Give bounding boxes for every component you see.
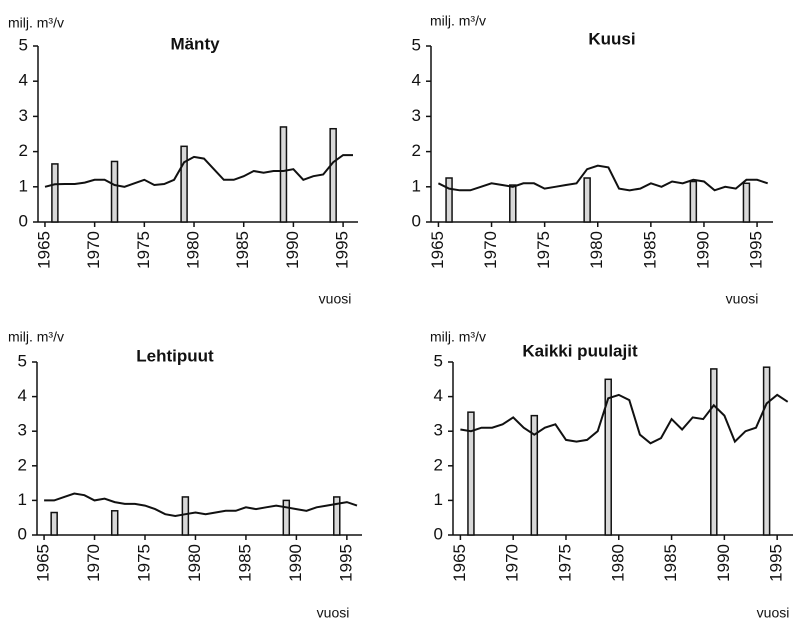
y-tick-label: 1	[18, 490, 27, 509]
y-tick-label: 3	[18, 421, 27, 440]
bar	[110, 160, 119, 223]
bar	[279, 126, 288, 223]
x-tick-label: 1990	[283, 231, 302, 269]
x-tick-label: 1975	[534, 231, 553, 269]
x-tick-label: 1975	[134, 544, 153, 582]
bar	[583, 177, 591, 223]
x-tick-label: 1995	[747, 231, 766, 269]
chart-title: Mänty	[170, 34, 220, 53]
x-tick-label: 1990	[714, 544, 733, 582]
x-tick-label: 1965	[428, 231, 447, 269]
y-tick-label: 5	[18, 351, 27, 370]
y-axis-label: milj. m³/v	[430, 13, 486, 29]
x-axis-label: vuosi	[317, 605, 350, 621]
x-tick-label: 1985	[661, 544, 680, 582]
chart-title: Lehtipuut	[136, 346, 214, 365]
y-tick-label: 4	[18, 386, 27, 405]
y-tick-label: 3	[434, 421, 443, 440]
x-tick-label: 1995	[767, 544, 786, 582]
y-tick-label: 4	[412, 71, 421, 90]
bar	[180, 145, 188, 223]
x-tick-label: 1965	[34, 544, 53, 582]
y-axis-label: milj. m³/v	[8, 15, 64, 31]
chart-title: Kaikki puulajit	[522, 341, 638, 360]
x-tick-label: 1965	[34, 231, 53, 269]
y-tick-label: 2	[19, 141, 28, 160]
line	[44, 154, 353, 188]
y-tick-label: 3	[412, 106, 421, 125]
line	[44, 492, 358, 518]
x-tick-label: 1990	[693, 231, 712, 269]
bar	[689, 180, 698, 223]
bar	[762, 366, 771, 536]
x-tick-label: 1970	[481, 231, 500, 269]
x-tick-label: 1980	[184, 231, 203, 269]
x-axis-label: vuosi	[319, 291, 352, 307]
bar	[710, 368, 718, 536]
bar	[530, 414, 539, 536]
x-tick-label: 1985	[235, 544, 254, 582]
y-tick-label: 5	[412, 35, 421, 54]
x-tick-label: 1965	[450, 544, 469, 582]
bar	[110, 510, 119, 536]
x-tick-label: 1995	[333, 231, 352, 269]
x-tick-label: 1980	[587, 231, 606, 269]
bar	[509, 184, 517, 223]
line	[437, 164, 769, 192]
bar	[467, 411, 475, 536]
y-tick-label: 0	[18, 524, 27, 543]
y-tick-label: 5	[434, 351, 443, 370]
y-tick-label: 1	[19, 176, 28, 195]
x-axis-label: vuosi	[757, 605, 790, 621]
x-tick-label: 1970	[84, 544, 103, 582]
y-tick-label: 1	[434, 490, 443, 509]
bar	[282, 499, 291, 536]
bar	[51, 163, 59, 223]
bar	[604, 378, 612, 536]
bar	[50, 511, 58, 536]
y-tick-label: 0	[19, 211, 28, 230]
x-tick-label: 1980	[608, 544, 627, 582]
bar	[742, 182, 751, 223]
y-axis-label: milj. m³/v	[8, 329, 64, 345]
y-tick-label: 0	[412, 211, 421, 230]
y-tick-label: 2	[412, 141, 421, 160]
x-tick-label: 1970	[503, 544, 522, 582]
x-tick-label: 1980	[185, 544, 204, 582]
bar	[445, 177, 453, 223]
x-tick-label: 1995	[336, 544, 355, 582]
chart-title: Kuusi	[588, 29, 635, 48]
y-tick-label: 2	[434, 455, 443, 474]
x-tick-label: 1970	[84, 231, 103, 269]
y-tick-label: 0	[434, 524, 443, 543]
bar	[333, 496, 341, 536]
y-tick-label: 4	[434, 386, 443, 405]
x-tick-label: 1990	[286, 544, 305, 582]
bar	[329, 127, 337, 223]
x-axis-label: vuosi	[726, 291, 759, 307]
x-tick-label: 1985	[640, 231, 659, 269]
x-tick-label: 1975	[555, 544, 574, 582]
y-tick-label: 1	[412, 176, 421, 195]
y-tick-label: 4	[19, 71, 28, 90]
y-tick-label: 5	[19, 35, 28, 54]
y-tick-label: 3	[19, 106, 28, 125]
y-axis-label: milj. m³/v	[430, 329, 486, 345]
line	[460, 393, 789, 445]
y-tick-label: 2	[18, 455, 27, 474]
x-tick-label: 1975	[134, 231, 153, 269]
bar	[181, 496, 190, 536]
x-tick-label: 1985	[233, 231, 252, 269]
